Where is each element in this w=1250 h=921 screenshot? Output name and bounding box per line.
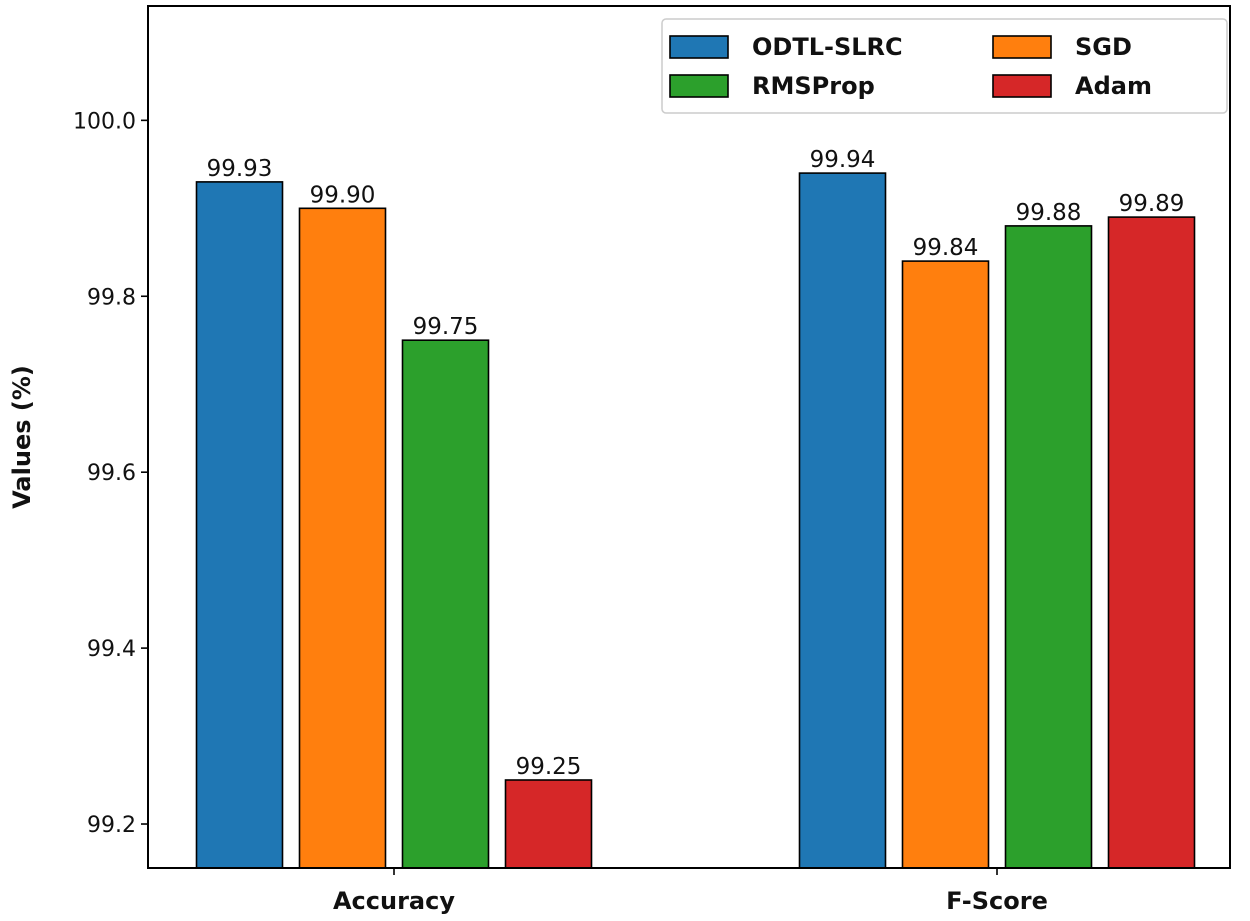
value-label-f-score-adam: 99.89 <box>1119 191 1185 217</box>
bar-accuracy-sgd <box>298 207 387 869</box>
legend-label-odtl-slrc: ODTL-SLRC <box>752 33 903 61</box>
legend-swatch-adam <box>992 74 1052 98</box>
bar-f-score-sgd <box>901 260 990 869</box>
bar-f-score-rmsprop <box>1004 225 1093 869</box>
y-tick-label: 99.4 <box>87 637 136 662</box>
y-tick-label: 100.0 <box>73 109 136 134</box>
legend: ODTL-SLRC SGD RMSProp Adam <box>661 18 1228 114</box>
y-tick-label: 99.8 <box>87 285 136 310</box>
legend-box <box>661 18 1228 114</box>
bar-accuracy-odtl-slrc <box>195 181 284 869</box>
bar-f-score-odtl-slrc <box>798 172 887 869</box>
value-label-accuracy-rmsprop: 99.75 <box>413 314 479 340</box>
value-label-f-score-rmsprop: 99.88 <box>1016 200 1082 226</box>
plot-frame <box>147 5 1231 869</box>
x-tick-label-f-score: F-Score <box>946 887 1048 915</box>
legend-swatch-sgd <box>992 35 1052 59</box>
y-tick-label: 99.2 <box>87 813 136 838</box>
bar-f-score-adam <box>1107 216 1196 869</box>
value-labels-layer: 99.93 99.94 99.90 99.84 99.75 99.88 99.25 99.89 <box>207 147 1185 780</box>
value-label-f-score-sgd: 99.84 <box>913 235 979 261</box>
y-tick-label: 99.6 <box>87 461 136 486</box>
value-label-f-score-odtl-slrc: 99.94 <box>810 147 876 173</box>
y-axis: 99.2 99.4 99.6 99.8 100.0 <box>73 109 148 838</box>
bars-layer <box>195 172 1196 869</box>
legend-label-rmsprop: RMSProp <box>752 72 875 100</box>
value-label-accuracy-odtl-slrc: 99.93 <box>207 156 273 182</box>
value-label-accuracy-sgd: 99.90 <box>310 182 376 208</box>
legend-label-adam: Adam <box>1075 72 1152 100</box>
x-tick-label-accuracy: Accuracy <box>333 887 455 915</box>
y-axis-label: Values (%) <box>8 365 36 509</box>
legend-swatch-rmsprop <box>669 74 729 98</box>
bar-accuracy-adam <box>504 779 593 869</box>
bar-accuracy-rmsprop <box>401 339 490 869</box>
legend-label-sgd: SGD <box>1075 33 1132 61</box>
value-label-accuracy-adam: 99.25 <box>516 754 582 780</box>
legend-swatch-odtl-slrc <box>669 35 729 59</box>
x-axis: Accuracy F-Score <box>333 868 1048 915</box>
